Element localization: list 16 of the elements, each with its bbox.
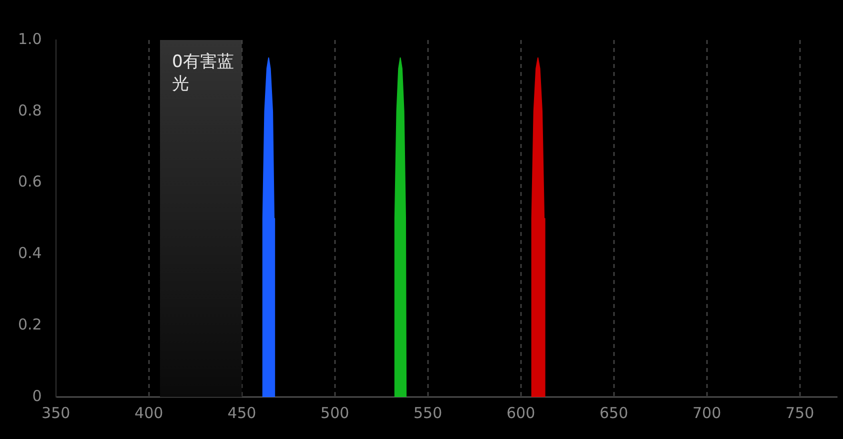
x-tick-label: 750 — [785, 404, 814, 422]
x-tick-label: 700 — [692, 404, 722, 422]
x-tick-label: 500 — [320, 404, 350, 422]
x-tick-label: 350 — [42, 404, 70, 422]
y-tick-label: 0 — [32, 386, 42, 405]
x-tick-label: 550 — [414, 404, 442, 422]
x-tick-label: 400 — [134, 404, 164, 422]
y-tick-label: 0.4 — [18, 244, 42, 262]
y-tick-label: 0.6 — [18, 172, 42, 191]
band-label: 0有害蓝光 — [172, 52, 234, 94]
y-tick-label: 0.8 — [18, 101, 42, 120]
y-tick-label: 0.2 — [18, 315, 42, 334]
x-tick-label: 650 — [599, 404, 628, 422]
x-tick-label: 600 — [506, 404, 536, 422]
y-tick-label: 1.0 — [18, 30, 42, 48]
x-tick-label: 450 — [228, 404, 256, 422]
